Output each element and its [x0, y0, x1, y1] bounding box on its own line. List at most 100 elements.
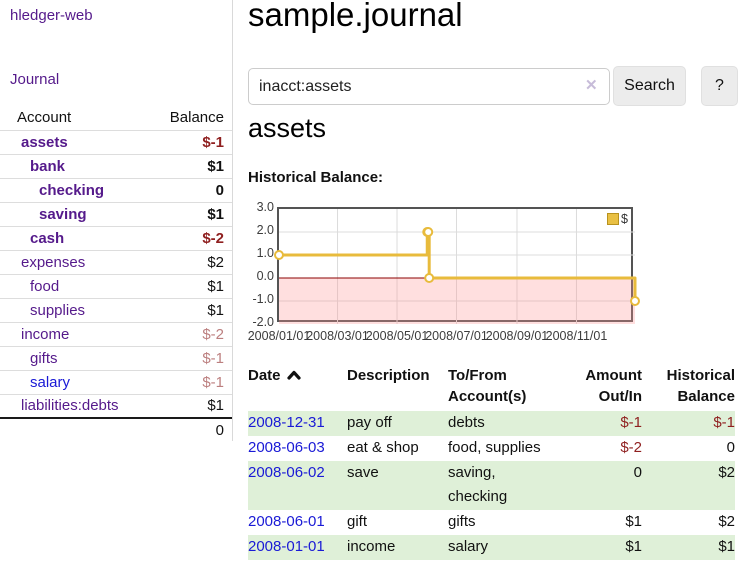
- legend-swatch-icon: [607, 213, 620, 225]
- account-link[interactable]: cash: [30, 229, 65, 247]
- accounts-total-balance: 0: [152, 417, 232, 442]
- transaction-date-link[interactable]: 2008-06-01: [248, 513, 325, 530]
- sidebar-item-journal[interactable]: Journal: [10, 71, 60, 88]
- transaction-balance: $2: [718, 464, 735, 481]
- y-axis-tick: 3.0: [256, 200, 274, 214]
- legend-label: $: [621, 212, 628, 226]
- account-row: assets $-1: [0, 129, 232, 154]
- account-row: checking 0: [0, 177, 232, 202]
- account-balance: $-1: [152, 369, 232, 394]
- account-link[interactable]: bank: [30, 157, 66, 175]
- x-axis-tick: 2008/05/01: [365, 329, 429, 343]
- x-axis-tick: 2008/11/01: [545, 329, 608, 343]
- account-link[interactable]: expenses: [21, 253, 86, 271]
- account-row: liabilities:debts $1: [0, 393, 232, 418]
- transaction-accounts: food, supplies: [448, 439, 541, 456]
- chart-title: Historical Balance:: [248, 169, 384, 186]
- account-balance: $-1: [152, 345, 232, 370]
- transaction-date-link[interactable]: 2008-01-01: [248, 538, 325, 555]
- account-balance: $-2: [152, 225, 232, 250]
- transaction-accounts: gifts: [448, 513, 476, 530]
- account-row: cash $-2: [0, 225, 232, 250]
- transaction-accounts: debts: [448, 414, 485, 431]
- account-balance: $1: [152, 393, 232, 418]
- x-axis-tick: 2008/03/01: [306, 329, 369, 343]
- help-button[interactable]: ?: [701, 66, 738, 106]
- account-table-header: Account Balance: [0, 105, 232, 130]
- amount-column-header: Amount Out/In: [585, 367, 642, 405]
- account-row: salary $-1: [0, 369, 232, 394]
- y-axis-tick: 2.0: [256, 223, 274, 237]
- transaction-amount: $1: [625, 538, 642, 555]
- account-balance: $1: [152, 273, 232, 298]
- account-column-header: Account: [17, 108, 72, 126]
- account-balances-table: Account Balance assets $-1 bank $1 checking 0…: [0, 105, 232, 442]
- transaction-balance: $2: [718, 513, 735, 530]
- register-table: Date Description To/From Account(s) Amou…: [248, 362, 735, 560]
- account-row: food $1: [0, 273, 232, 298]
- transaction-row: 2008-01-01 income salary $1 $1: [248, 535, 735, 560]
- transaction-description: gift: [347, 513, 368, 530]
- transaction-amount: $-1: [620, 414, 642, 431]
- historical-balance-chart: 3.0 2.0 1.0 0.0 -1.0 -2.0 $ 2008/01/01 2008/03…: [248, 195, 688, 347]
- account-row: income $-2: [0, 321, 232, 346]
- account-balance: $-2: [152, 321, 232, 346]
- transaction-accounts: saving, checking: [448, 464, 508, 505]
- y-axis-tick: 1.0: [256, 246, 274, 260]
- account-balance: $1: [152, 297, 232, 322]
- account-row: gifts $-1: [0, 345, 232, 370]
- transaction-date-link[interactable]: 2008-12-31: [248, 414, 325, 431]
- transaction-date-link[interactable]: 2008-06-02: [248, 464, 325, 481]
- transaction-balance: $1: [718, 538, 735, 555]
- sort-asc-icon: [286, 365, 301, 386]
- account-link[interactable]: salary: [30, 373, 71, 391]
- account-link[interactable]: saving: [39, 205, 87, 223]
- x-axis-tick: 2008/01/01: [247, 329, 311, 343]
- chart-canvas: [274, 209, 640, 324]
- x-axis-tick: 2008/09/01: [485, 329, 549, 343]
- transaction-balance: 0: [726, 439, 735, 456]
- account-link[interactable]: supplies: [30, 301, 86, 319]
- account-balance: $2: [152, 249, 232, 274]
- transaction-amount: $-2: [620, 439, 642, 456]
- transaction-row: 2008-06-02 save saving, checking 0 $2: [248, 461, 735, 510]
- date-column-header[interactable]: Date: [248, 362, 347, 411]
- app-brand-link[interactable]: hledger-web: [10, 7, 93, 24]
- account-row: expenses $2: [0, 249, 232, 274]
- transaction-accounts: salary: [448, 538, 489, 555]
- y-axis-tick: 0.0: [256, 269, 274, 283]
- sidebar: hledger-web Journal Account Balance asse…: [0, 0, 233, 442]
- account-link[interactable]: gifts: [30, 349, 58, 367]
- transaction-description: save: [347, 464, 379, 481]
- register-header-row: Date Description To/From Account(s) Amou…: [248, 362, 735, 411]
- description-column-header: Description: [347, 367, 430, 384]
- account-row: supplies $1: [0, 297, 232, 322]
- account-link[interactable]: food: [30, 277, 60, 295]
- account-heading: assets: [248, 113, 327, 143]
- account-balance: $-1: [152, 129, 232, 154]
- account-link[interactable]: assets: [21, 133, 68, 151]
- transaction-balance: $-1: [713, 414, 735, 431]
- accounts-column-header: To/From Account(s): [448, 367, 527, 405]
- y-axis-tick: -1.0: [252, 292, 274, 306]
- account-total-row: 0: [0, 417, 232, 442]
- transaction-amount: 0: [633, 464, 642, 481]
- transaction-description: income: [347, 538, 396, 555]
- account-link[interactable]: income: [21, 325, 70, 343]
- clear-search-icon[interactable]: ✕: [585, 77, 598, 94]
- chart-plot-area[interactable]: $: [274, 207, 640, 324]
- transaction-amount: $1: [625, 513, 642, 530]
- account-row: saving $1: [0, 201, 232, 226]
- search-input[interactable]: [248, 68, 610, 105]
- y-axis-tick: -2.0: [252, 315, 274, 329]
- transaction-date-link[interactable]: 2008-06-03: [248, 439, 325, 456]
- x-axis-tick: 2008/07/01: [425, 329, 488, 343]
- chart-legend: $: [607, 212, 628, 226]
- balance-column-header: Balance: [169, 108, 224, 126]
- account-link[interactable]: liabilities:debts: [21, 397, 119, 415]
- account-link[interactable]: checking: [39, 181, 105, 199]
- search-button[interactable]: Search: [613, 66, 686, 106]
- transaction-description: eat & shop: [347, 439, 419, 456]
- account-balance: $1: [152, 201, 232, 226]
- account-balance: $1: [152, 153, 232, 178]
